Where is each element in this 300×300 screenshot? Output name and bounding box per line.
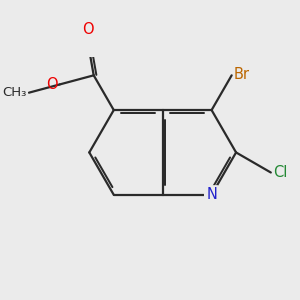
Text: Br: Br [234, 67, 250, 82]
Text: O: O [82, 22, 93, 37]
Text: Cl: Cl [273, 165, 287, 180]
Text: O: O [46, 77, 58, 92]
Text: N: N [206, 187, 217, 202]
Text: CH₃: CH₃ [3, 86, 27, 99]
